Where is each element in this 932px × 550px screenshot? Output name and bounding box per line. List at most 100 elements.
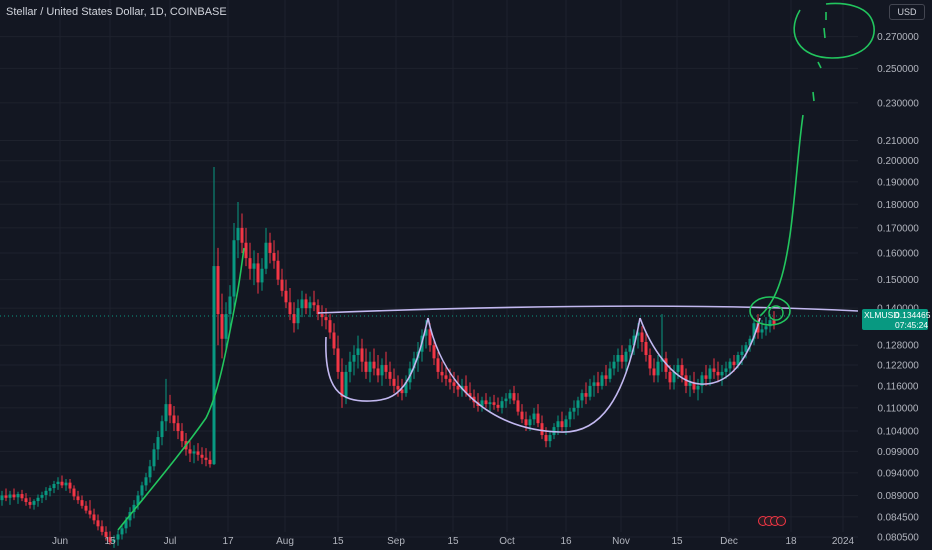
candle-down <box>312 302 316 306</box>
candle-up <box>636 332 640 336</box>
resistance-line[interactable] <box>317 305 859 314</box>
candle-up <box>600 375 604 386</box>
candle-down <box>664 358 668 372</box>
candle-up <box>132 504 136 513</box>
price-tick-label: 0.230000 <box>877 98 919 109</box>
candle-down <box>456 385 460 390</box>
candle-up <box>764 326 768 330</box>
green-projection-curve[interactable] <box>759 114 804 317</box>
candle-up <box>564 419 568 428</box>
currency-selector[interactable]: USD <box>889 4 925 20</box>
time-tick-label: 18 <box>785 536 797 547</box>
candle-down <box>280 279 284 291</box>
event-marker-4[interactable] <box>776 516 786 526</box>
candle-up <box>232 240 236 297</box>
candle-up <box>568 411 572 420</box>
green-dash-2 <box>817 61 822 69</box>
candle-down <box>220 314 224 339</box>
candle-down <box>360 348 364 362</box>
candle-down <box>680 365 684 376</box>
time-tick-label: Dec <box>720 536 738 547</box>
green-dash-1 <box>812 91 815 102</box>
candle-up <box>52 484 56 489</box>
left-shoulder-arc[interactable] <box>325 317 429 402</box>
candle-up <box>608 368 612 379</box>
candle-down <box>168 404 172 416</box>
candle-down <box>640 332 644 342</box>
candle-down <box>440 371 444 376</box>
candle-up <box>380 365 384 376</box>
candle-down <box>256 263 260 283</box>
candle-up <box>164 404 168 422</box>
green-circle-breakout[interactable] <box>749 296 791 326</box>
candle-up <box>688 382 692 386</box>
green-trend-curve[interactable] <box>117 247 245 531</box>
price-tick-label: 0.160000 <box>877 248 919 259</box>
candle-down <box>620 355 624 362</box>
time-axis[interactable]: Jun 15 Jul 17 Aug 15 Sep 15 Oct 16 Nov 15 Dec 18 2024 <box>52 536 855 547</box>
right-shoulder-arc[interactable] <box>639 317 761 385</box>
candle-up <box>120 528 124 535</box>
candle-down <box>716 371 720 376</box>
candle-down <box>560 421 564 428</box>
candle-down <box>320 314 324 318</box>
candle-up <box>556 421 560 428</box>
candle-down <box>652 368 656 376</box>
candle-up <box>488 402 492 405</box>
candle-down <box>240 227 244 243</box>
candle-down <box>72 488 76 497</box>
candle-up <box>480 400 484 406</box>
candle-up <box>32 501 36 505</box>
candle-up <box>8 494 12 498</box>
candle-down <box>336 348 340 372</box>
candle-down <box>200 454 204 458</box>
candle-up <box>44 490 48 495</box>
candle-up <box>236 227 240 241</box>
price-tick-label: 0.128000 <box>877 341 919 352</box>
candle-down <box>108 536 112 543</box>
events-markers[interactable] <box>758 516 786 528</box>
candle-up <box>112 539 116 543</box>
candle-up <box>116 534 120 540</box>
candle-up <box>740 351 744 356</box>
price-tick-label: 0.084500 <box>877 512 919 523</box>
candle-up <box>160 421 164 438</box>
candle-up <box>356 348 360 356</box>
candle-up <box>736 355 740 366</box>
candle-down <box>444 375 448 379</box>
green-target-circle[interactable] <box>793 2 875 59</box>
candlestick-series <box>0 166 776 548</box>
candle-down <box>196 451 200 455</box>
chart-title: Stellar / United States Dollar, 1D, COIN… <box>6 6 227 18</box>
price-tick-label: 0.170000 <box>877 223 919 234</box>
candle-up <box>696 385 700 390</box>
candle-up <box>672 371 676 383</box>
candle-up <box>656 361 660 376</box>
candle-up <box>192 451 196 454</box>
candle-down <box>328 320 332 333</box>
candle-up <box>36 497 40 502</box>
candle-up <box>572 407 576 412</box>
head-arc[interactable] <box>427 317 641 433</box>
candle-down <box>272 252 276 261</box>
candle-down <box>28 502 32 505</box>
candle-down <box>104 531 108 537</box>
candle-down <box>340 371 344 397</box>
price-tick-label: 0.180000 <box>877 200 919 211</box>
candle-down <box>428 329 432 346</box>
candle-up <box>140 485 144 496</box>
candle-up <box>152 449 156 467</box>
candle-up <box>616 355 620 362</box>
price-axis[interactable]: 0.270000 0.250000 0.230000 0.210000 0.200000… <box>877 32 919 543</box>
candle-up <box>156 437 160 450</box>
candle-up <box>548 435 552 442</box>
candle-up <box>136 495 140 505</box>
price-tick-label: 0.270000 <box>877 32 919 43</box>
candle-down <box>332 332 336 349</box>
candle-up <box>124 520 128 529</box>
candle-down <box>544 435 548 442</box>
candle-up <box>308 302 312 309</box>
time-tick-label: 15 <box>332 536 344 547</box>
candle-down <box>692 382 696 390</box>
